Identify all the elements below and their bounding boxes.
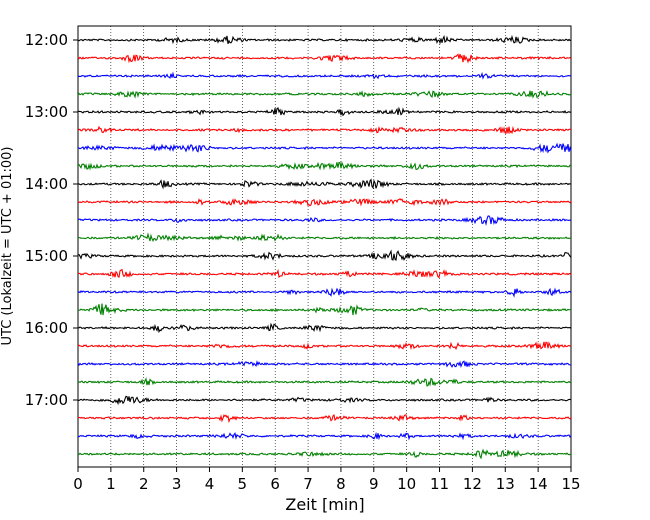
x-tick-label: 13 [496,475,515,493]
trace-line [77,360,572,369]
x-tick-label: 2 [139,475,149,493]
trace-line [77,268,572,279]
x-tick-label: 12 [463,475,482,493]
x-axis-ticks: 0 1 2 3 4 5 6 7 8 9 10 11 12 13 14 15 [73,467,581,493]
x-tick-label: 14 [529,475,548,493]
trace-line [77,341,572,351]
x-tick-label: 15 [561,475,580,493]
y-tick-label: 12:00 [25,31,68,49]
trace-line [77,71,572,80]
trace-line [77,287,572,298]
x-axis-label: Zeit [min] [285,495,364,514]
trace-line [77,322,572,334]
x-tick-label: 10 [397,475,416,493]
x-tick-label: 11 [430,475,449,493]
trace-line [77,377,572,387]
x-tick-label: 3 [172,475,182,493]
trace-line [77,395,572,406]
trace-line [77,232,572,243]
y-tick-label: 16:00 [25,319,68,337]
x-tick-label: 4 [205,475,215,493]
trace-line [77,53,572,64]
x-tick-label: 5 [238,475,248,493]
trace-line [77,215,572,226]
y-tick-label: 17:00 [25,391,68,409]
x-tick-label: 8 [336,475,346,493]
y-axis-label: UTC (Lokalzeit = UTC + 01:00) [0,147,15,346]
x-tick-label: 9 [369,475,379,493]
x-tick-label: 6 [270,475,280,493]
y-tick-label: 13:00 [25,103,68,121]
trace-line [77,161,572,171]
trace-line [77,303,572,316]
plot-frame [77,25,572,468]
trace-line [77,249,572,261]
y-tick-label: 14:00 [25,175,68,193]
seismogram-traces [77,34,572,460]
x-tick-label: 0 [73,475,83,493]
y-tick-label: 15:00 [25,247,68,265]
trace-line [77,413,572,424]
trace-line [77,178,572,190]
trace-line [77,448,572,460]
x-tick-label: 7 [303,475,313,493]
plot-area [77,25,572,468]
trace-line [77,106,572,117]
trace-line [77,431,572,441]
trace-line [77,142,572,154]
trace-line [77,34,572,45]
y-axis-ticks: 12:00 13:00 14:00 15:00 16:00 17:00 [25,31,78,409]
trace-line [77,198,572,207]
trace-line [77,89,572,99]
x-tick-label: 1 [106,475,116,493]
trace-line [77,125,572,135]
